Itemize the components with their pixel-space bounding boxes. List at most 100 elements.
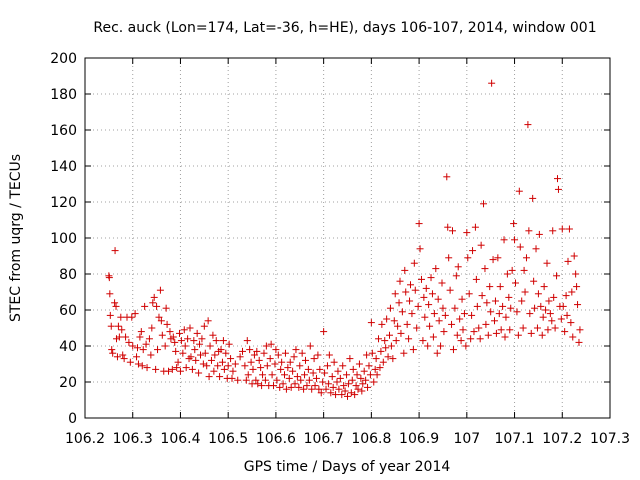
data-point xyxy=(496,283,504,291)
data-point xyxy=(198,335,206,343)
data-point xyxy=(413,324,421,332)
data-point xyxy=(489,256,497,264)
data-point xyxy=(129,342,137,350)
x-tick-label: 106.2 xyxy=(65,431,105,447)
data-point xyxy=(136,333,144,341)
data-point xyxy=(284,364,292,372)
data-point xyxy=(346,355,354,363)
data-point xyxy=(574,301,582,309)
data-point xyxy=(405,335,413,343)
x-tick-label: 106.5 xyxy=(208,431,248,447)
data-point xyxy=(550,293,558,301)
data-point xyxy=(483,299,491,307)
data-point xyxy=(354,385,362,393)
data-point xyxy=(250,351,258,359)
data-point xyxy=(513,308,521,316)
data-point xyxy=(484,331,492,339)
data-point xyxy=(470,328,478,336)
data-points xyxy=(105,79,584,400)
data-point xyxy=(203,362,211,370)
data-point xyxy=(408,310,416,318)
data-point xyxy=(389,355,397,363)
data-point xyxy=(508,266,516,274)
plot-frame xyxy=(84,57,611,419)
data-point xyxy=(311,382,319,390)
data-point xyxy=(407,281,414,289)
data-point xyxy=(456,315,464,323)
data-point xyxy=(147,351,155,359)
data-point xyxy=(180,326,188,334)
data-point xyxy=(565,225,573,233)
data-point xyxy=(192,356,200,364)
data-point xyxy=(353,371,361,379)
data-point xyxy=(162,304,170,312)
data-point xyxy=(272,346,280,354)
data-point xyxy=(273,376,281,384)
data-point xyxy=(548,317,556,325)
data-point xyxy=(306,342,314,350)
data-point xyxy=(282,385,290,393)
data-point xyxy=(138,362,146,370)
data-point xyxy=(554,185,562,193)
data-point xyxy=(302,356,309,364)
data-point xyxy=(224,362,232,370)
data-point xyxy=(415,220,423,228)
data-point xyxy=(113,335,120,343)
data-point xyxy=(139,346,147,354)
data-point xyxy=(357,374,365,382)
data-point xyxy=(520,266,528,274)
data-point xyxy=(169,333,177,341)
data-point xyxy=(344,380,352,388)
data-point xyxy=(190,337,198,345)
data-point xyxy=(503,270,511,278)
data-point xyxy=(494,254,502,262)
data-point xyxy=(526,310,534,318)
data-point xyxy=(165,367,173,375)
data-point xyxy=(296,362,304,370)
data-point xyxy=(225,340,233,348)
data-point xyxy=(312,374,320,382)
data-point xyxy=(227,355,235,363)
x-tick-label: 107.2 xyxy=(542,431,582,447)
data-point xyxy=(543,259,551,267)
data-point xyxy=(366,371,374,379)
data-point xyxy=(187,353,195,361)
data-point xyxy=(154,346,162,354)
data-point xyxy=(469,247,477,255)
data-point xyxy=(278,358,286,366)
data-point xyxy=(315,385,323,393)
data-point xyxy=(367,319,375,327)
data-point xyxy=(128,313,136,321)
data-point xyxy=(569,333,577,341)
data-point xyxy=(222,349,230,357)
data-point xyxy=(243,337,251,345)
data-point xyxy=(314,351,322,359)
y-tick-label: 40 xyxy=(59,339,77,355)
data-point xyxy=(449,346,457,354)
data-point xyxy=(321,369,329,377)
data-point xyxy=(246,346,254,354)
data-point xyxy=(400,349,408,357)
data-point xyxy=(209,331,217,339)
data-point xyxy=(158,331,166,339)
data-point xyxy=(287,383,295,391)
data-point xyxy=(200,322,208,330)
data-point xyxy=(390,317,398,325)
data-point xyxy=(542,306,550,314)
data-point xyxy=(473,302,481,310)
data-point xyxy=(340,382,348,390)
data-point xyxy=(279,380,287,388)
data-point xyxy=(546,310,554,318)
data-point xyxy=(419,337,427,345)
data-point xyxy=(301,371,309,379)
data-point xyxy=(497,326,505,334)
data-point xyxy=(291,380,299,388)
data-point xyxy=(441,311,449,319)
data-point xyxy=(118,326,126,334)
data-point xyxy=(107,322,115,330)
data-point xyxy=(174,358,182,366)
data-point xyxy=(339,362,347,370)
data-point xyxy=(156,286,164,294)
data-point xyxy=(108,346,116,354)
data-point xyxy=(341,387,349,395)
